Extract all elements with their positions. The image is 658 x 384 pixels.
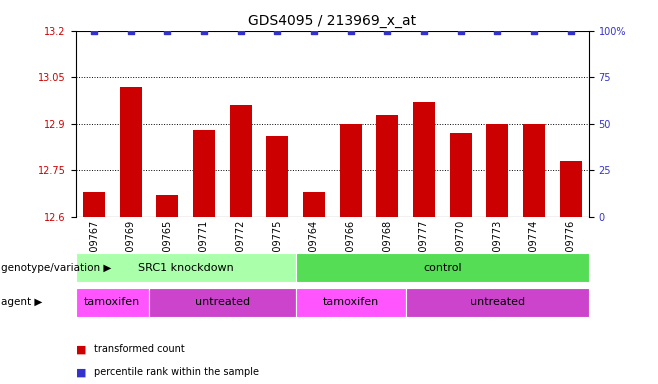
- Point: [199, 28, 209, 34]
- Point: [528, 28, 539, 34]
- Bar: [449, 133, 472, 217]
- Text: percentile rank within the sample: percentile rank within the sample: [94, 367, 259, 377]
- Bar: [193, 130, 215, 217]
- Text: SRC1 knockdown: SRC1 knockdown: [138, 263, 234, 273]
- Text: transformed count: transformed count: [94, 344, 185, 354]
- Bar: [376, 114, 398, 217]
- Title: GDS4095 / 213969_x_at: GDS4095 / 213969_x_at: [248, 14, 417, 28]
- Bar: [120, 87, 141, 217]
- Text: genotype/variation ▶: genotype/variation ▶: [1, 263, 112, 273]
- Bar: [303, 192, 325, 217]
- Point: [455, 28, 466, 34]
- Text: tamoxifen: tamoxifen: [322, 297, 379, 308]
- Text: untreated: untreated: [195, 297, 250, 308]
- Point: [565, 28, 576, 34]
- Text: agent ▶: agent ▶: [1, 297, 43, 308]
- Point: [162, 28, 172, 34]
- Bar: [83, 192, 105, 217]
- Bar: [413, 102, 435, 217]
- Text: control: control: [423, 263, 461, 273]
- Text: untreated: untreated: [470, 297, 525, 308]
- Point: [309, 28, 319, 34]
- Point: [345, 28, 356, 34]
- Point: [126, 28, 136, 34]
- Bar: [157, 195, 178, 217]
- Text: ■: ■: [76, 344, 86, 354]
- Bar: [486, 124, 508, 217]
- Bar: [559, 161, 582, 217]
- Bar: [266, 136, 288, 217]
- Point: [492, 28, 503, 34]
- Bar: [230, 105, 251, 217]
- Point: [89, 28, 99, 34]
- Point: [382, 28, 393, 34]
- Bar: [340, 124, 362, 217]
- Point: [272, 28, 282, 34]
- Text: tamoxifen: tamoxifen: [84, 297, 140, 308]
- Point: [236, 28, 246, 34]
- Text: ■: ■: [76, 367, 86, 377]
- Point: [418, 28, 429, 34]
- Bar: [523, 124, 545, 217]
